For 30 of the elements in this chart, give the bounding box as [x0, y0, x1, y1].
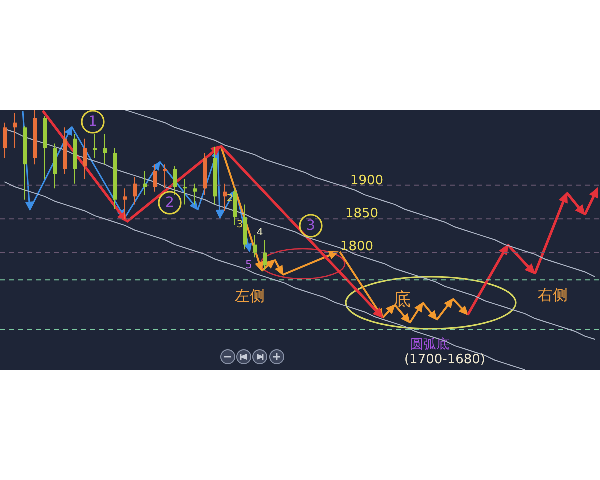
candlestick	[183, 178, 187, 206]
text: 底	[393, 290, 411, 310]
candlestick	[93, 134, 97, 159]
text: 左侧	[235, 287, 265, 305]
candlestick	[143, 170, 147, 196]
text: (1700-1680)	[404, 352, 486, 368]
candlestick	[263, 240, 267, 271]
candlestick	[153, 164, 157, 192]
candlestick	[163, 164, 167, 190]
annotation: 5	[246, 258, 252, 272]
candlestick	[253, 234, 257, 258]
annotation: 1	[88, 114, 98, 130]
candlestick	[223, 183, 227, 212]
candlestick	[13, 112, 17, 150]
annotation: 1850	[345, 206, 379, 222]
candlestick	[3, 122, 7, 159]
annotation: 3	[236, 220, 244, 230]
candlestick	[193, 183, 197, 206]
text: 右侧	[538, 286, 568, 304]
candlestick	[123, 188, 127, 220]
candlestick	[173, 166, 177, 196]
annotation: 1800	[340, 240, 374, 254]
annotation: 4	[256, 228, 264, 238]
annotation: 2	[166, 195, 174, 211]
candlestick	[83, 138, 87, 180]
annotation: 1900	[350, 174, 384, 188]
candlestick	[103, 134, 107, 166]
annotation: 3	[306, 218, 316, 234]
text: 圆弧底	[410, 338, 450, 352]
candlestick	[133, 176, 137, 206]
